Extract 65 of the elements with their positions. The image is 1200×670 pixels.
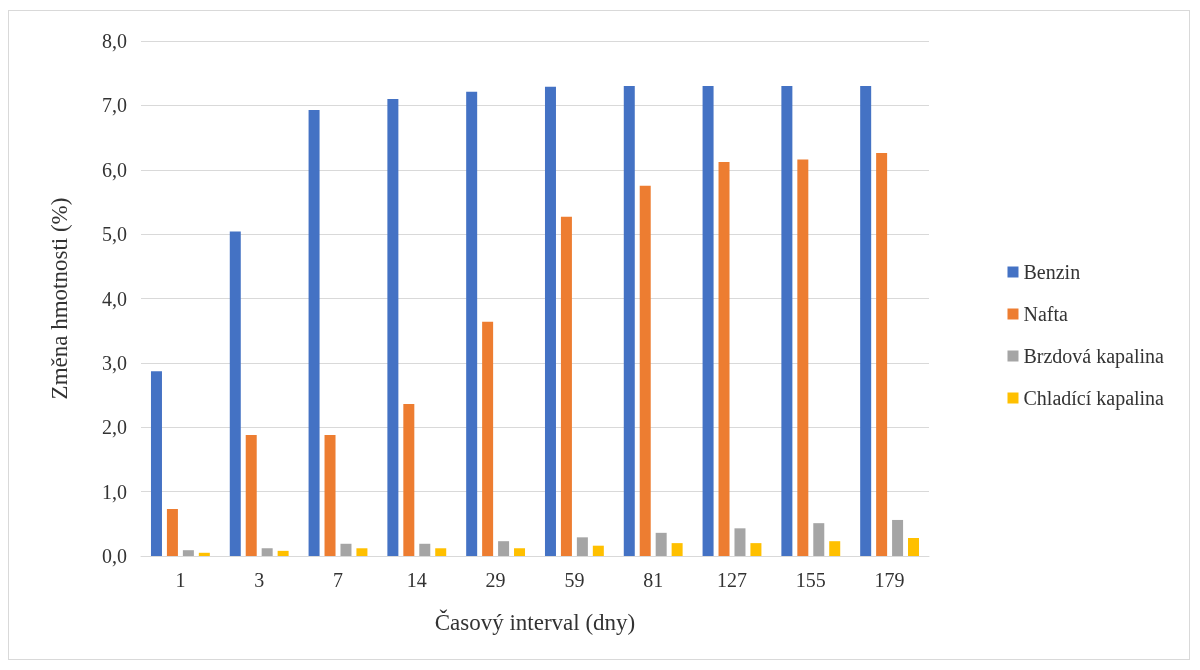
bar [908, 537, 920, 556]
bar [876, 153, 888, 556]
legend-label: Nafta [1023, 303, 1069, 325]
bar [592, 545, 604, 556]
bar [781, 86, 793, 556]
bar [308, 109, 320, 556]
bar [860, 86, 872, 556]
y-tick-label: 3,0 [102, 351, 127, 374]
bar [150, 371, 162, 556]
bar [639, 185, 651, 556]
bar [671, 543, 683, 556]
bar [182, 550, 194, 556]
bar [560, 216, 572, 556]
y-tick-label: 1,0 [102, 480, 127, 503]
x-tick-label: 59 [564, 569, 585, 591]
bar [324, 434, 336, 556]
bar [813, 523, 825, 556]
x-tick-label: 1 [175, 569, 186, 591]
bar [419, 543, 431, 556]
bar [829, 541, 841, 556]
bar [245, 434, 257, 556]
bar [702, 86, 714, 556]
bar [261, 548, 273, 556]
bar [229, 231, 241, 556]
x-tick-label: 3 [254, 569, 265, 591]
legend-label: Chladící kapalina [1023, 387, 1165, 410]
x-tick-label: 127 [717, 569, 747, 591]
x-tick-label: 29 [485, 569, 506, 591]
bar [482, 321, 494, 556]
bar [387, 98, 399, 556]
bar [198, 552, 210, 556]
y-axis-title: Změna hmotnosti (%) [47, 197, 72, 400]
bar [544, 86, 556, 556]
y-tick-label: 5,0 [102, 223, 127, 246]
legend-label: Benzin [1023, 261, 1081, 283]
y-tick-label: 8,0 [102, 30, 127, 52]
bar [403, 404, 415, 556]
bar [466, 91, 478, 556]
y-tick-label: 6,0 [102, 158, 127, 181]
x-tick-label: 179 [874, 569, 905, 591]
bar [435, 548, 447, 556]
y-tick-label: 0,0 [102, 545, 127, 567]
bar [623, 86, 635, 556]
bar [718, 162, 730, 556]
bar [576, 537, 588, 556]
bar [750, 543, 762, 556]
bar [356, 548, 368, 556]
bar [892, 519, 904, 556]
x-tick-label: 155 [795, 569, 826, 591]
bar [498, 541, 510, 556]
bar [797, 159, 809, 556]
bar [340, 543, 352, 556]
y-tick-label: 2,0 [102, 416, 127, 439]
bar [277, 550, 289, 556]
legend-label: Brzdová kapalina [1023, 345, 1165, 368]
bar [655, 532, 667, 556]
y-tick-label: 4,0 [102, 287, 127, 310]
x-tick-label: 81 [643, 569, 664, 591]
x-tick-label: 7 [333, 569, 343, 591]
x-tick-label: 14 [406, 569, 427, 591]
bar [514, 548, 526, 556]
bar [734, 528, 746, 556]
x-axis-title: Časový interval (dny) [434, 609, 636, 635]
bar [166, 509, 178, 556]
y-tick-label: 7,0 [102, 94, 127, 117]
